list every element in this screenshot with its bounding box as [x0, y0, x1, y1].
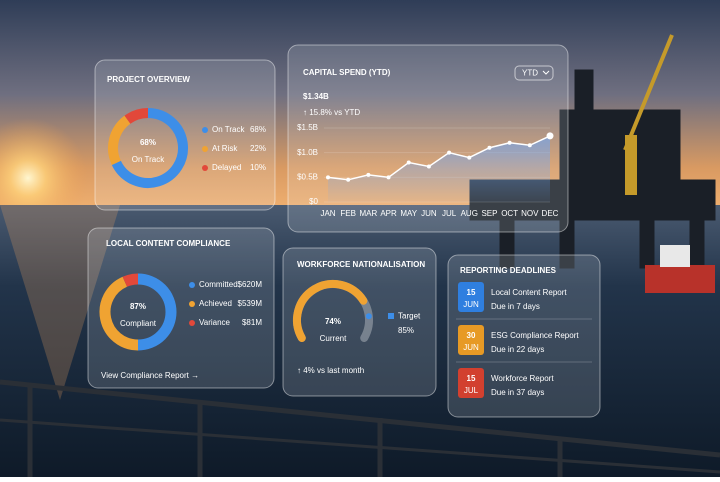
legend-dot [189, 282, 195, 288]
center-caption: Compliant [120, 319, 157, 328]
period-label: YTD [522, 69, 538, 78]
x-tick-label: MAR [359, 209, 377, 218]
panel-title: REPORTING DEADLINES [460, 266, 557, 275]
gauge-caption: Current [320, 334, 347, 343]
report-name: Workforce Report [491, 374, 554, 383]
legend-value: $539M [238, 299, 263, 308]
area [328, 135, 550, 202]
legend-value: $81M [242, 318, 262, 327]
legend-dot [202, 165, 208, 171]
railing [0, 379, 720, 477]
legend-dot [202, 146, 208, 152]
point [386, 175, 391, 180]
legend-label: On Track [212, 125, 245, 134]
chevron-icon [542, 70, 550, 75]
point [507, 140, 512, 145]
legend-label: Committed [199, 280, 238, 289]
donut-segment [108, 115, 131, 166]
x-tick-label: MAY [400, 209, 417, 218]
x-tick-label: OCT [501, 209, 518, 218]
donut-segment [122, 273, 139, 287]
x-tick-label: NOV [521, 209, 539, 218]
donut-segment [137, 273, 177, 351]
report-due: Due in 7 days [491, 302, 540, 311]
center-caption: On Track [132, 155, 165, 164]
badge-day: 30 [467, 331, 476, 340]
point [406, 160, 411, 165]
donut-segment [124, 108, 149, 124]
report-due: Due in 22 days [491, 345, 544, 354]
target-swatch [388, 313, 394, 319]
badge-month: JUL [464, 386, 479, 395]
x-tick-label: FEB [340, 209, 356, 218]
badge-month: JUN [463, 343, 479, 352]
y-tick-label: $1.0B [297, 148, 318, 157]
x-tick-label: DEC [542, 209, 559, 218]
y-tick-label: $0.5B [297, 172, 318, 181]
panel-title: CAPITAL SPEND (YTD) [303, 68, 391, 77]
legend-value: $620M [238, 280, 263, 289]
date-badge [458, 325, 484, 355]
gauge-value-label: 74% [325, 317, 341, 326]
point [346, 177, 351, 182]
report-due: Due in 37 days [491, 388, 544, 397]
legend-value: 10% [250, 163, 266, 172]
donut-segment [111, 108, 188, 188]
center-value: 68% [140, 138, 156, 147]
legend-label: Achieved [199, 299, 232, 308]
legend-dot [189, 320, 195, 326]
x-tick-label: APR [380, 209, 397, 218]
donut-segment [99, 276, 139, 351]
headline: $1.34B [303, 92, 329, 101]
footnote: ↑ 4% vs last month [297, 366, 364, 375]
point [326, 175, 330, 180]
x-tick-label: SEP [481, 209, 497, 218]
line [327, 135, 551, 181]
legend-value: 22% [250, 144, 266, 153]
target-value: 85% [398, 326, 414, 335]
legend-label: Variance [199, 318, 231, 327]
legend-dot [189, 301, 195, 307]
period-selector[interactable] [514, 65, 554, 81]
point [546, 132, 554, 140]
badge-day: 15 [467, 374, 476, 383]
y-tick-label: $0 [309, 197, 318, 206]
change: ↑ 15.8% vs YTD [303, 108, 360, 117]
panel-deadlines [447, 254, 601, 418]
report-name: ESG Compliance Report [491, 331, 579, 340]
panel-title: LOCAL CONTENT COMPLIANCE [106, 239, 231, 248]
target-name: Target [398, 312, 421, 321]
date-badge [458, 368, 484, 398]
legend-dot [202, 127, 208, 133]
point [487, 145, 492, 150]
center-value: 87% [130, 302, 146, 311]
legend-label: Delayed [212, 163, 241, 172]
legend-label: At Risk [212, 144, 238, 153]
point [426, 164, 431, 169]
gauge-value [293, 280, 368, 342]
report-name: Local Content Report [491, 288, 567, 297]
legend-value: 68% [250, 125, 266, 134]
x-tick-label: JUN [421, 209, 437, 218]
point [366, 172, 371, 177]
gauge-target [365, 313, 372, 320]
point [527, 143, 532, 148]
date-badge [458, 282, 484, 312]
x-tick-label: JUL [442, 209, 457, 218]
x-tick-label: AUG [461, 209, 478, 218]
x-tick-label: JAN [320, 209, 335, 218]
badge-month: JUN [463, 300, 479, 309]
y-tick-label: $1.5B [297, 123, 318, 132]
oil-rig [469, 34, 716, 293]
badge-day: 15 [467, 288, 476, 297]
panel-title: PROJECT OVERVIEW [107, 75, 190, 84]
sun-reflection [0, 205, 120, 400]
point [447, 150, 452, 155]
panel-title: WORKFORCE NATIONALISATION [297, 260, 425, 269]
report-link[interactable]: View Compliance Report → [101, 371, 199, 380]
point [467, 155, 472, 160]
